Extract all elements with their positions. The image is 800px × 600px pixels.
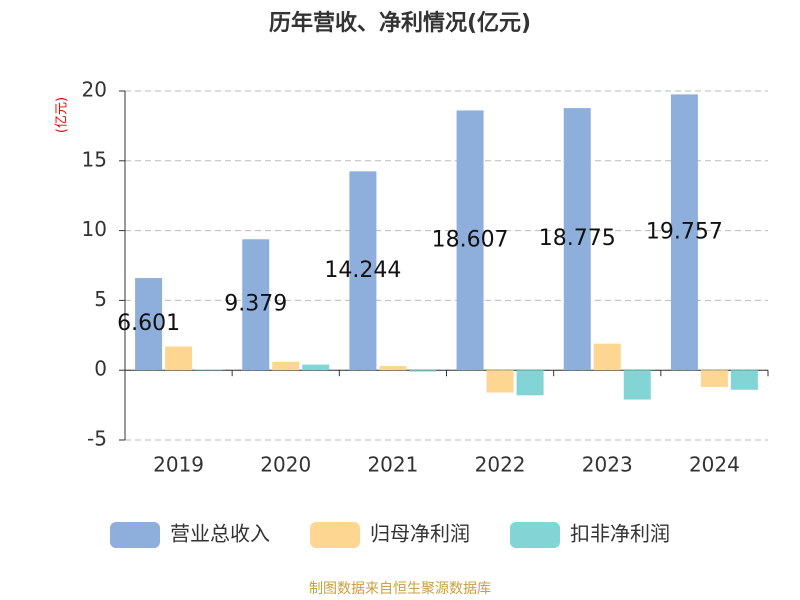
- bar: [486, 370, 514, 393]
- x-tick-label: 2019: [153, 453, 204, 477]
- y-tick-label: 15: [82, 147, 107, 171]
- y-axis-label: (亿元): [55, 97, 70, 133]
- x-tick-label: 2021: [367, 453, 418, 477]
- legend-label: 营业总收入: [170, 522, 270, 546]
- bar: [165, 346, 193, 371]
- bar: [730, 370, 758, 390]
- y-tick-label: -5: [87, 427, 107, 451]
- x-tick-label: 2023: [582, 453, 633, 477]
- bar: [135, 278, 163, 371]
- x-tick-label: 2020: [260, 453, 311, 477]
- data-label: 14.244: [324, 258, 401, 283]
- bar: [623, 370, 651, 400]
- bar: [456, 110, 484, 371]
- data-label: 6.601: [117, 311, 180, 336]
- bar: [349, 171, 377, 371]
- bar: [409, 370, 437, 372]
- legend-swatch: [510, 522, 560, 548]
- data-label: 19.757: [646, 219, 723, 244]
- y-tick-label: 0: [94, 357, 107, 381]
- bar: [379, 366, 407, 371]
- y-tick-label: 5: [94, 287, 107, 311]
- bar: [516, 370, 544, 396]
- bar: [272, 361, 300, 371]
- bar: [700, 370, 728, 387]
- bar: [302, 364, 330, 371]
- bar: [670, 94, 698, 371]
- y-tick-label: 10: [82, 217, 107, 241]
- bar: [242, 239, 270, 371]
- bar: [593, 343, 621, 371]
- legend-swatch: [310, 522, 360, 548]
- y-tick-label: 20: [82, 78, 107, 102]
- data-label: 18.775: [539, 226, 616, 251]
- bar: [563, 108, 591, 371]
- bar: [195, 369, 223, 371]
- legend-label: 扣非净利润: [570, 522, 670, 546]
- legend-label: 归母净利润: [370, 522, 470, 546]
- chart-title: 历年营收、净利情况(亿元): [269, 10, 531, 36]
- data-label: 18.607: [432, 227, 509, 252]
- x-tick-label: 2022: [475, 453, 526, 477]
- data-label: 9.379: [224, 292, 287, 317]
- legend-swatch: [110, 522, 160, 548]
- source: 制图数据来自恒生聚源数据库: [309, 581, 491, 597]
- x-tick-label: 2024: [689, 453, 740, 477]
